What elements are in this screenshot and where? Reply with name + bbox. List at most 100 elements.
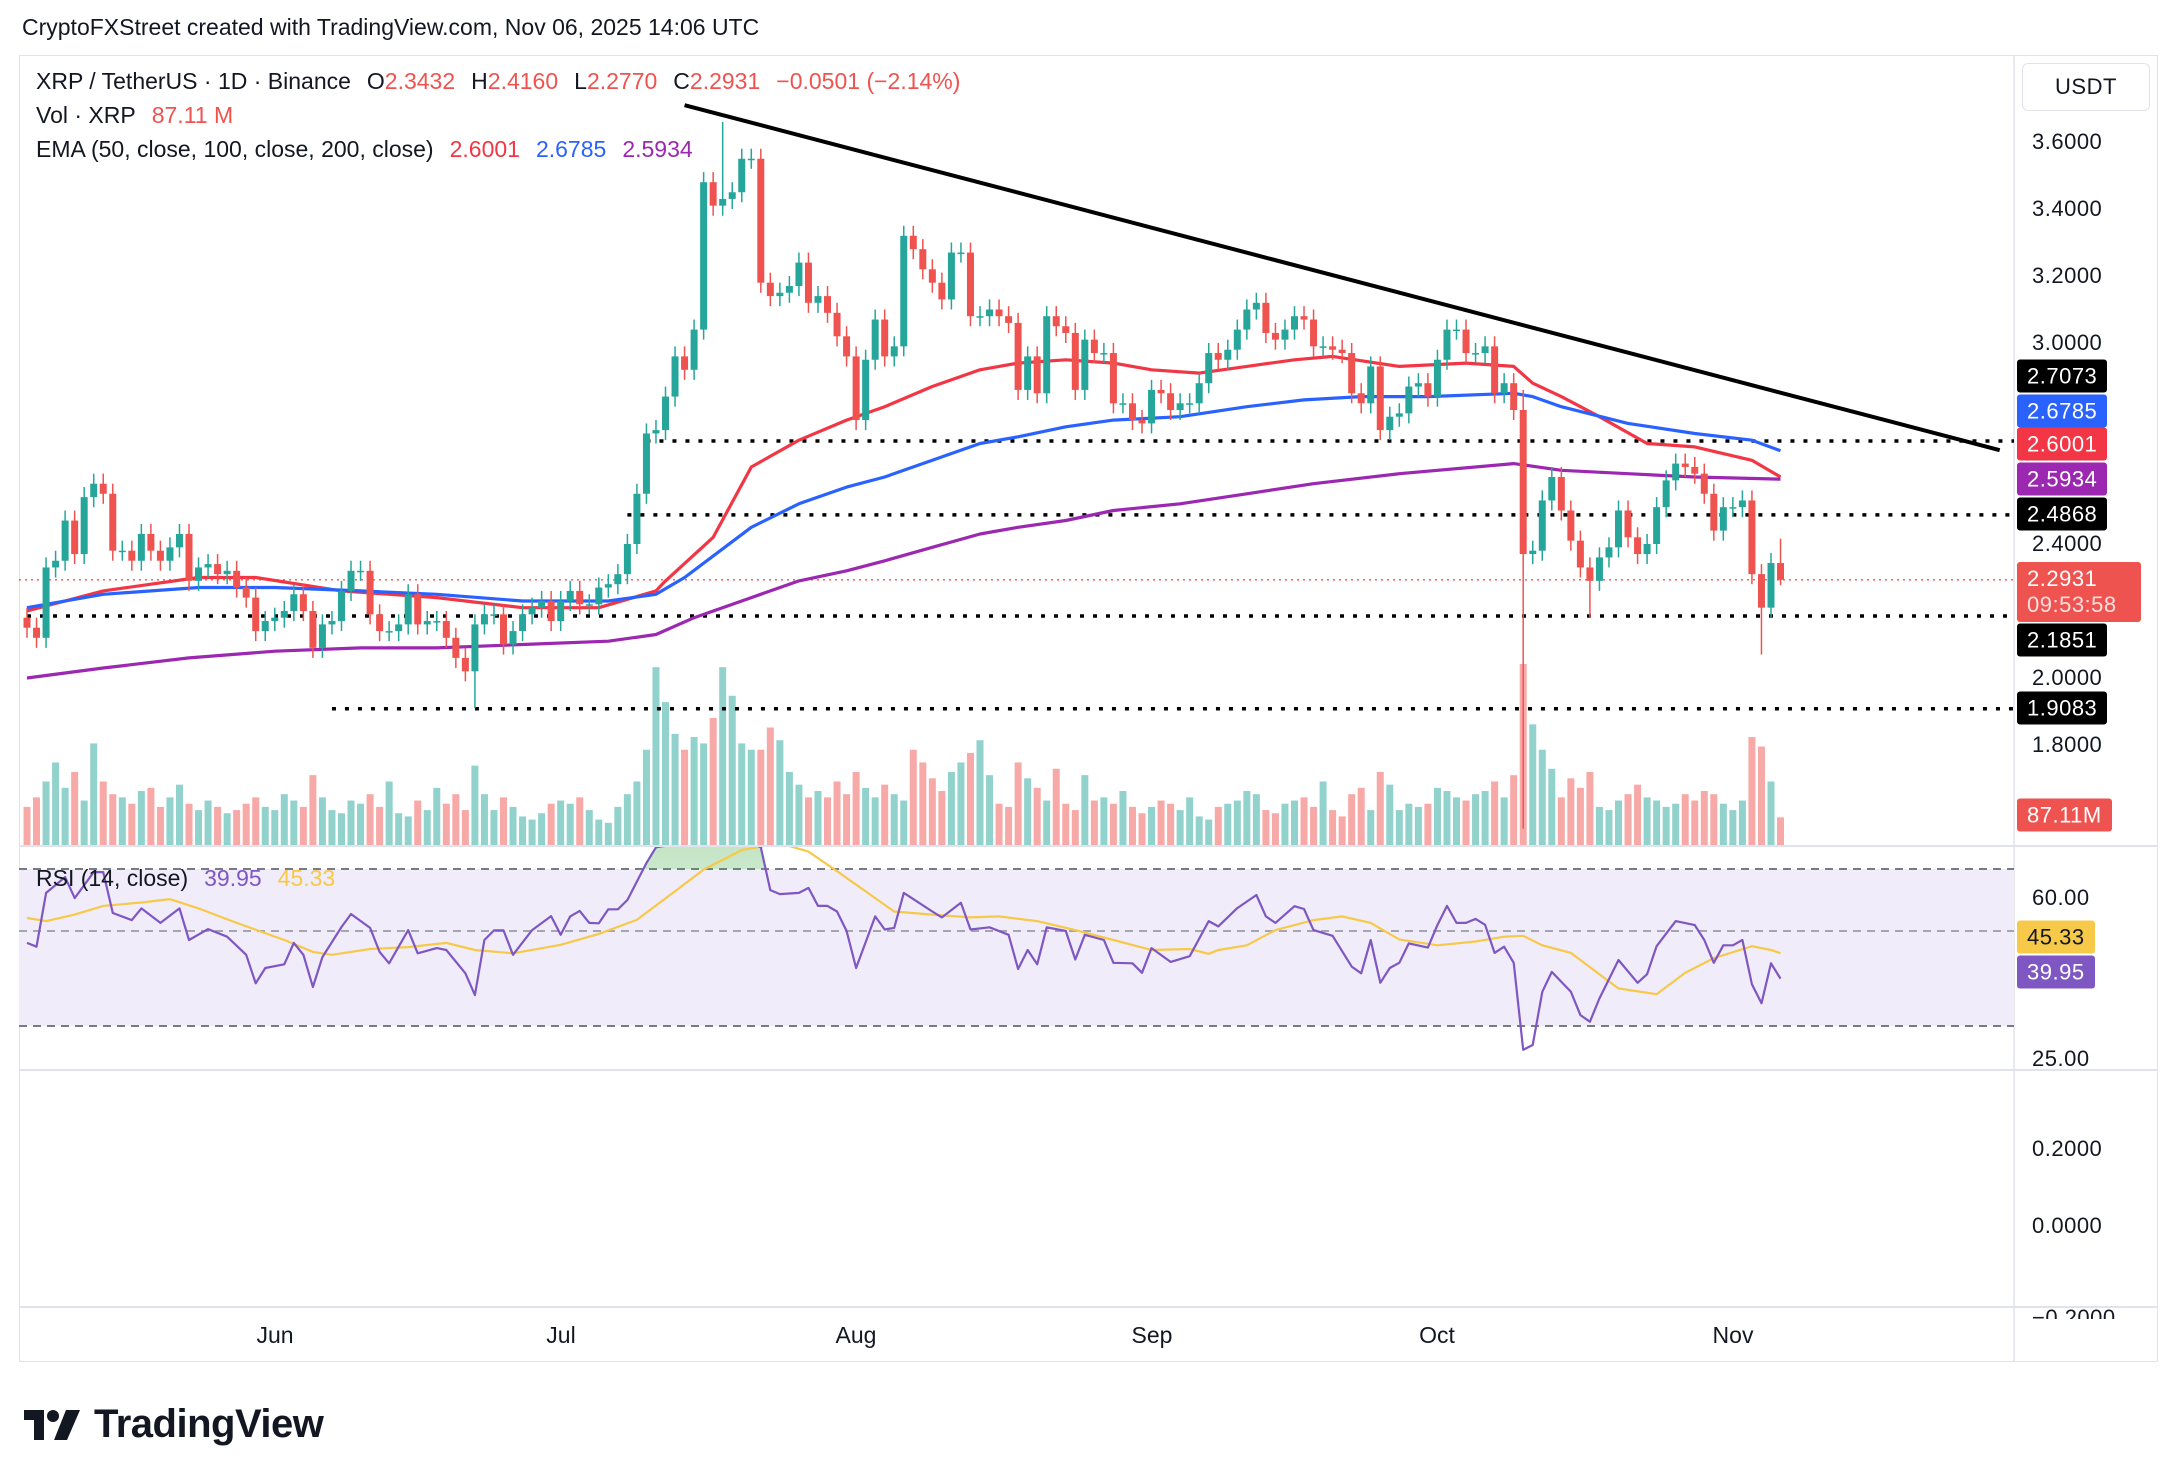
currency-button[interactable]: USDT [2022,63,2150,111]
price-tick-label: 3.0000 [2032,330,2103,355]
candle-body [461,657,469,672]
candle-body [1062,326,1070,333]
candle-body [1548,477,1556,501]
rsi-band [19,868,2014,1027]
volume-bar [1109,803,1117,845]
volume-bar [1367,810,1375,845]
candle-body [128,550,136,561]
candles [23,121,1785,829]
volume-bar [1271,813,1279,845]
candle-body [738,158,746,193]
candle-body [595,587,603,605]
volume-bar [662,702,670,845]
candle-body [871,319,879,360]
candle-body [318,624,326,648]
candle-body [662,396,670,431]
volume-bar [566,803,574,845]
candle-body [814,296,822,303]
volume-bar [242,803,250,845]
volume-bar [862,787,870,845]
candle-body [1472,353,1480,355]
candle-body [890,346,898,357]
candle-body [995,309,1003,317]
candle-body [1414,383,1422,387]
ema-label[interactable]: EMA (50, close, 100, close, 200, close) [36,136,434,162]
ema100-value: 2.6785 [535,136,607,162]
volume-bar [814,791,822,845]
candle-body [976,316,984,318]
candle-body [757,158,765,283]
volume-bar [99,781,107,845]
candle-body [1462,329,1470,354]
horizontal-levels [19,439,2014,711]
candle-body [1643,544,1651,555]
volume-bar [42,781,50,845]
volume-bar [1090,800,1098,845]
volume-bar [576,797,584,845]
volume-bar [528,819,536,845]
candle-body [681,356,689,370]
volume-bar [642,749,650,845]
volume-bar [1491,781,1499,845]
volume-bar [1128,806,1136,845]
volume-bar [1662,806,1670,845]
close-value: 2.2931 [689,68,761,94]
candle-body [1757,574,1765,608]
candle-body [919,249,927,270]
candle-body [490,614,498,616]
candle-body [804,262,812,303]
volume-bar [280,794,288,845]
candle-body [433,621,441,623]
rsi-ma-badge: 45.33 [2017,920,2095,954]
symbol-title[interactable]: XRP / TetherUS · 1D · Binance [36,68,351,94]
volume-bar [833,781,841,845]
volume-bar [118,797,126,845]
candle-body [1386,416,1394,431]
candle-body [61,520,69,561]
volume-bar [1748,737,1756,845]
volume-bar [671,733,679,845]
candle-body [137,533,145,561]
volume-bar [1119,791,1127,845]
volume-bar [509,806,517,845]
candle-body [1634,537,1642,555]
candle-body [299,594,307,611]
volume-label[interactable]: Vol · XRP [36,102,136,128]
ema-lines [26,354,1782,680]
candle-body [614,574,622,585]
volume-bar [395,813,403,845]
candle-body [1424,383,1432,397]
candle-body [566,590,574,601]
candle-body [271,617,279,622]
volume-bar [185,803,193,845]
candle-body [71,520,79,555]
candle-body [1538,500,1546,551]
rsi-label[interactable]: RSI (14, close) [36,865,189,891]
volume-bar [376,806,384,845]
tradingview-logo[interactable]: TradingView [24,1402,324,1447]
volume-bar [928,778,936,845]
volume-bar [1005,806,1013,845]
candle-body [500,614,507,645]
volume-bar [500,797,507,845]
volume-bar [290,800,298,845]
month-label-jul: Jul [546,1322,576,1348]
candle-body [23,617,31,628]
candle-body [604,584,612,588]
volume-bar [1214,806,1222,845]
candle-body [1710,493,1718,531]
ema100-badge: 2.6785 [2017,394,2108,428]
candle-body [538,600,546,608]
candle-body [1052,316,1060,327]
volume-bar [1348,794,1356,845]
candle-body [1109,353,1117,404]
candle-body [900,235,908,347]
volume-bar [61,787,69,845]
candle-body [1748,500,1756,575]
volume-bar [480,794,488,845]
price-tick-label: 3.6000 [2032,129,2103,154]
tradingview-logo-text: TradingView [94,1402,324,1446]
candle-body [1376,366,1384,431]
candle-body [480,614,488,625]
